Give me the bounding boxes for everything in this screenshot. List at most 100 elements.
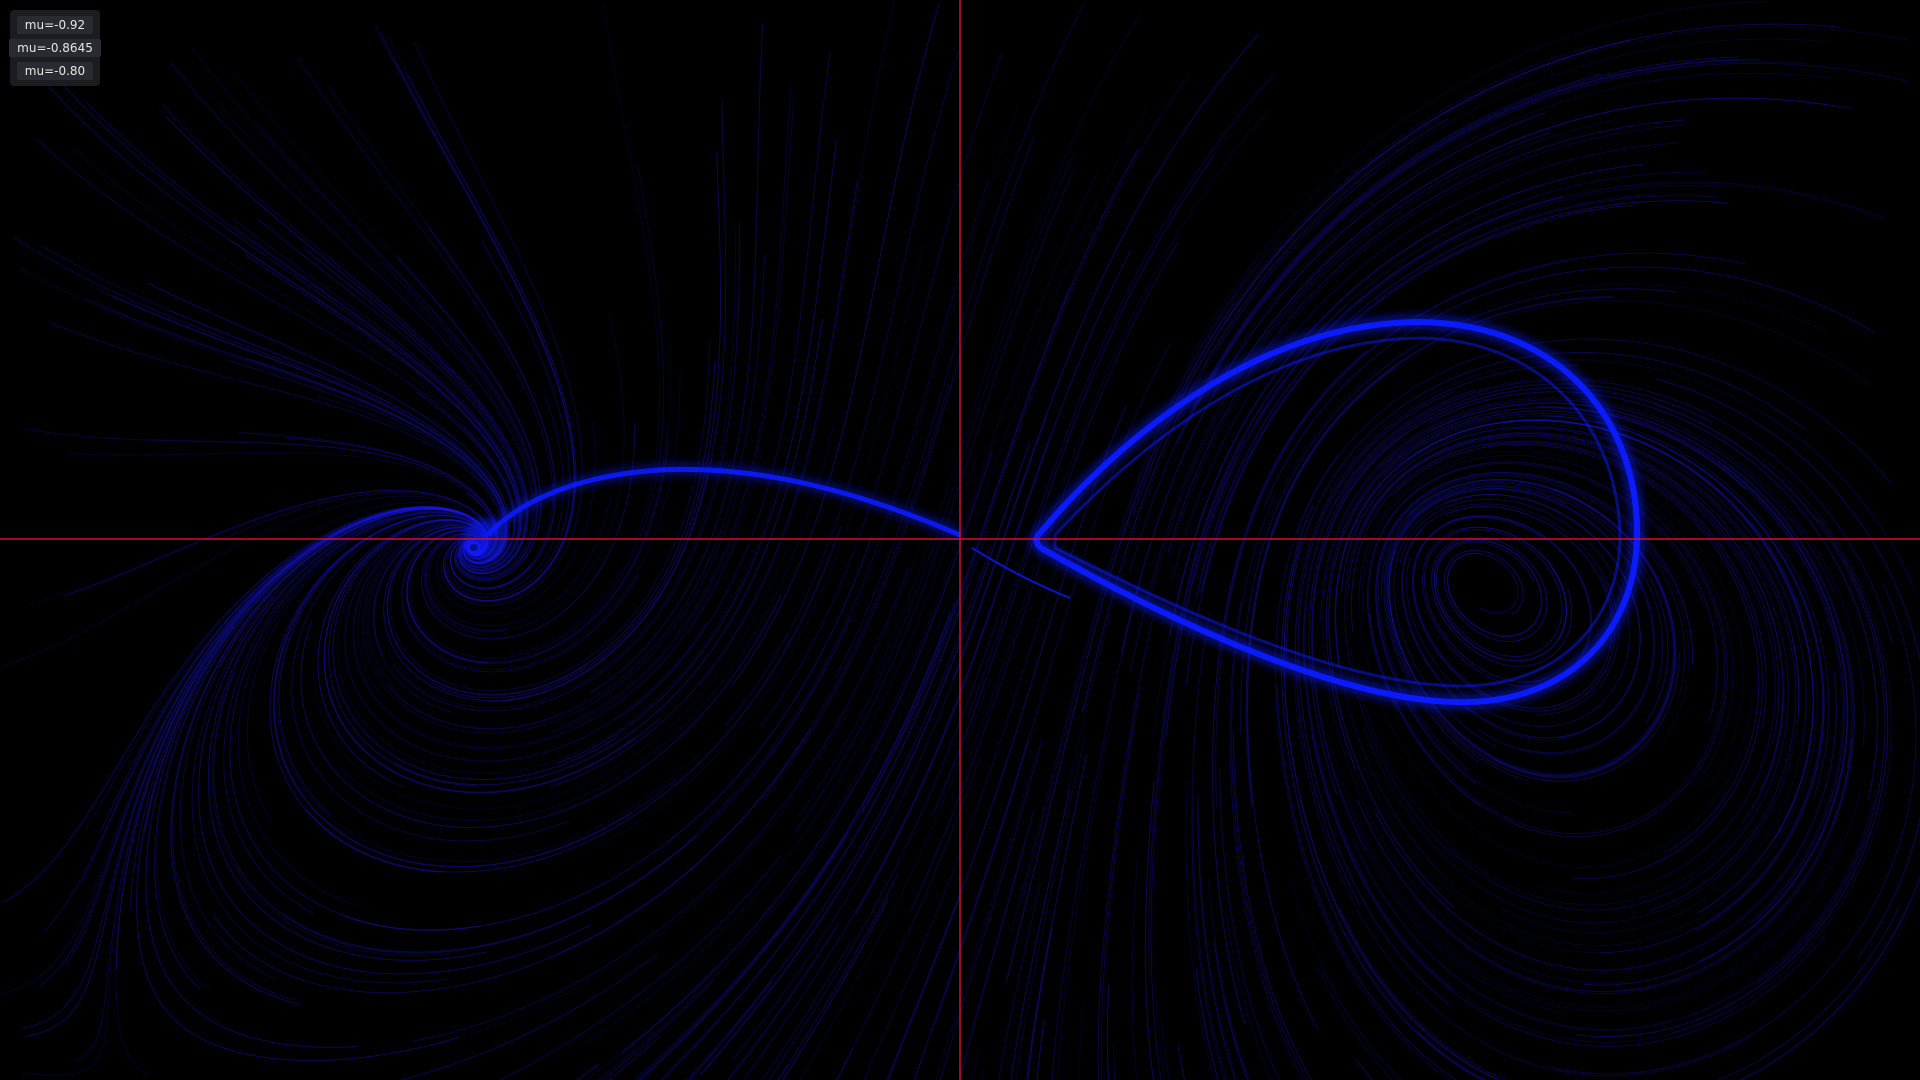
streamline bbox=[170, 62, 534, 578]
streamline bbox=[794, 170, 1074, 833]
streamline bbox=[276, 545, 698, 863]
streamline bbox=[1654, 403, 1886, 984]
streamline bbox=[389, 340, 711, 691]
streamline bbox=[305, 525, 842, 873]
streamline bbox=[1232, 732, 1313, 1080]
streamline bbox=[1356, 739, 1853, 993]
streamline bbox=[392, 222, 741, 712]
streamline bbox=[413, 41, 583, 606]
streamline bbox=[259, 126, 539, 580]
streamline bbox=[1372, 433, 1784, 823]
streamline bbox=[1161, 1021, 1171, 1080]
streamline bbox=[161, 103, 529, 575]
streamline bbox=[576, 1063, 599, 1080]
streamline bbox=[1100, 692, 1140, 1080]
streamline bbox=[1320, 964, 1401, 1080]
streamline bbox=[1322, 456, 1634, 984]
streamline bbox=[1186, 59, 1762, 427]
focus bbox=[463, 518, 507, 562]
streamline bbox=[1179, 58, 1746, 440]
streamline bbox=[165, 116, 528, 575]
streamline bbox=[871, 108, 1148, 773]
streamline bbox=[1275, 454, 1451, 1080]
streamline bbox=[300, 594, 782, 829]
streamline bbox=[383, 403, 719, 701]
streamline bbox=[1369, 541, 1728, 838]
streamline bbox=[699, 178, 989, 829]
streamline bbox=[1325, 407, 1747, 772]
streamline bbox=[782, 898, 889, 1080]
streamline bbox=[1186, 171, 1708, 584]
streamline bbox=[323, 519, 662, 794]
streamline bbox=[1247, 366, 1396, 1031]
streamline bbox=[1303, 612, 1738, 1043]
streamline bbox=[1428, 391, 1878, 799]
streamline bbox=[273, 534, 678, 867]
streamline bbox=[35, 137, 516, 568]
streamline bbox=[1280, 505, 1483, 1080]
mu-button[interactable]: mu=-0.8645 bbox=[9, 39, 101, 57]
streamline bbox=[352, 522, 738, 750]
streamline bbox=[1394, 480, 1726, 835]
streamline bbox=[1144, 781, 1155, 1080]
streamline bbox=[1376, 473, 1668, 814]
streamline bbox=[409, 164, 665, 659]
streamline bbox=[1607, 411, 1848, 963]
streamline bbox=[191, 518, 448, 984]
streamline bbox=[170, 508, 463, 1006]
streamline bbox=[1129, 74, 1601, 573]
streamline bbox=[777, 1063, 789, 1080]
streamline bbox=[855, 249, 1132, 915]
streamline bbox=[1346, 789, 1861, 1012]
mu-button[interactable]: mu=-0.80 bbox=[16, 62, 94, 80]
streamline bbox=[387, 253, 766, 730]
streamline bbox=[1153, 461, 1235, 1080]
streamline bbox=[27, 43, 522, 542]
mu-button[interactable]: mu=-0.92 bbox=[16, 16, 94, 34]
streamline bbox=[1185, 779, 1216, 1080]
streamline bbox=[861, 148, 1139, 813]
streamline bbox=[207, 91, 536, 579]
streamline bbox=[661, 529, 989, 1080]
streamline bbox=[731, 417, 1047, 1061]
streamline bbox=[1311, 734, 1826, 1047]
streamline bbox=[1051, 578, 1142, 1080]
streamline bbox=[1185, 204, 1638, 685]
streamline bbox=[1220, 72, 1832, 377]
streamline bbox=[1224, 23, 1842, 325]
streamline bbox=[1374, 670, 1837, 971]
streamline bbox=[1334, 419, 1802, 667]
streamline bbox=[74, 507, 438, 1063]
streamline bbox=[1297, 338, 1892, 534]
streamline bbox=[939, 739, 1043, 1080]
streamline bbox=[1097, 619, 1153, 1080]
streamline bbox=[1229, 600, 1305, 1080]
streamline bbox=[43, 506, 489, 933]
streamline bbox=[1414, 630, 1856, 994]
streamline bbox=[730, 3, 940, 688]
streamline bbox=[1295, 364, 1579, 906]
streamline bbox=[438, 548, 920, 1044]
streamline bbox=[635, 612, 951, 1080]
streamline bbox=[1327, 660, 1813, 973]
streamline bbox=[22, 518, 371, 1076]
streamline bbox=[1538, 438, 1776, 894]
streamline bbox=[116, 507, 489, 970]
streamline bbox=[754, 108, 1018, 775]
streamline bbox=[1362, 638, 1800, 924]
streamline bbox=[1146, 120, 1615, 613]
streamline bbox=[1176, 56, 1739, 444]
streamline bbox=[1130, 132, 1551, 672]
streamline bbox=[1447, 489, 1789, 911]
streamline bbox=[768, 606, 1003, 1080]
streamline bbox=[906, 72, 1191, 733]
streamline bbox=[1328, 736, 1840, 1008]
streamline bbox=[1406, 480, 1674, 776]
manifold-glow bbox=[482, 462, 963, 542]
streamline bbox=[774, 287, 1071, 941]
streamline bbox=[1191, 612, 1226, 1080]
streamline bbox=[1328, 410, 1602, 909]
streamline bbox=[1335, 419, 1638, 885]
streamline bbox=[1120, 112, 1546, 653]
